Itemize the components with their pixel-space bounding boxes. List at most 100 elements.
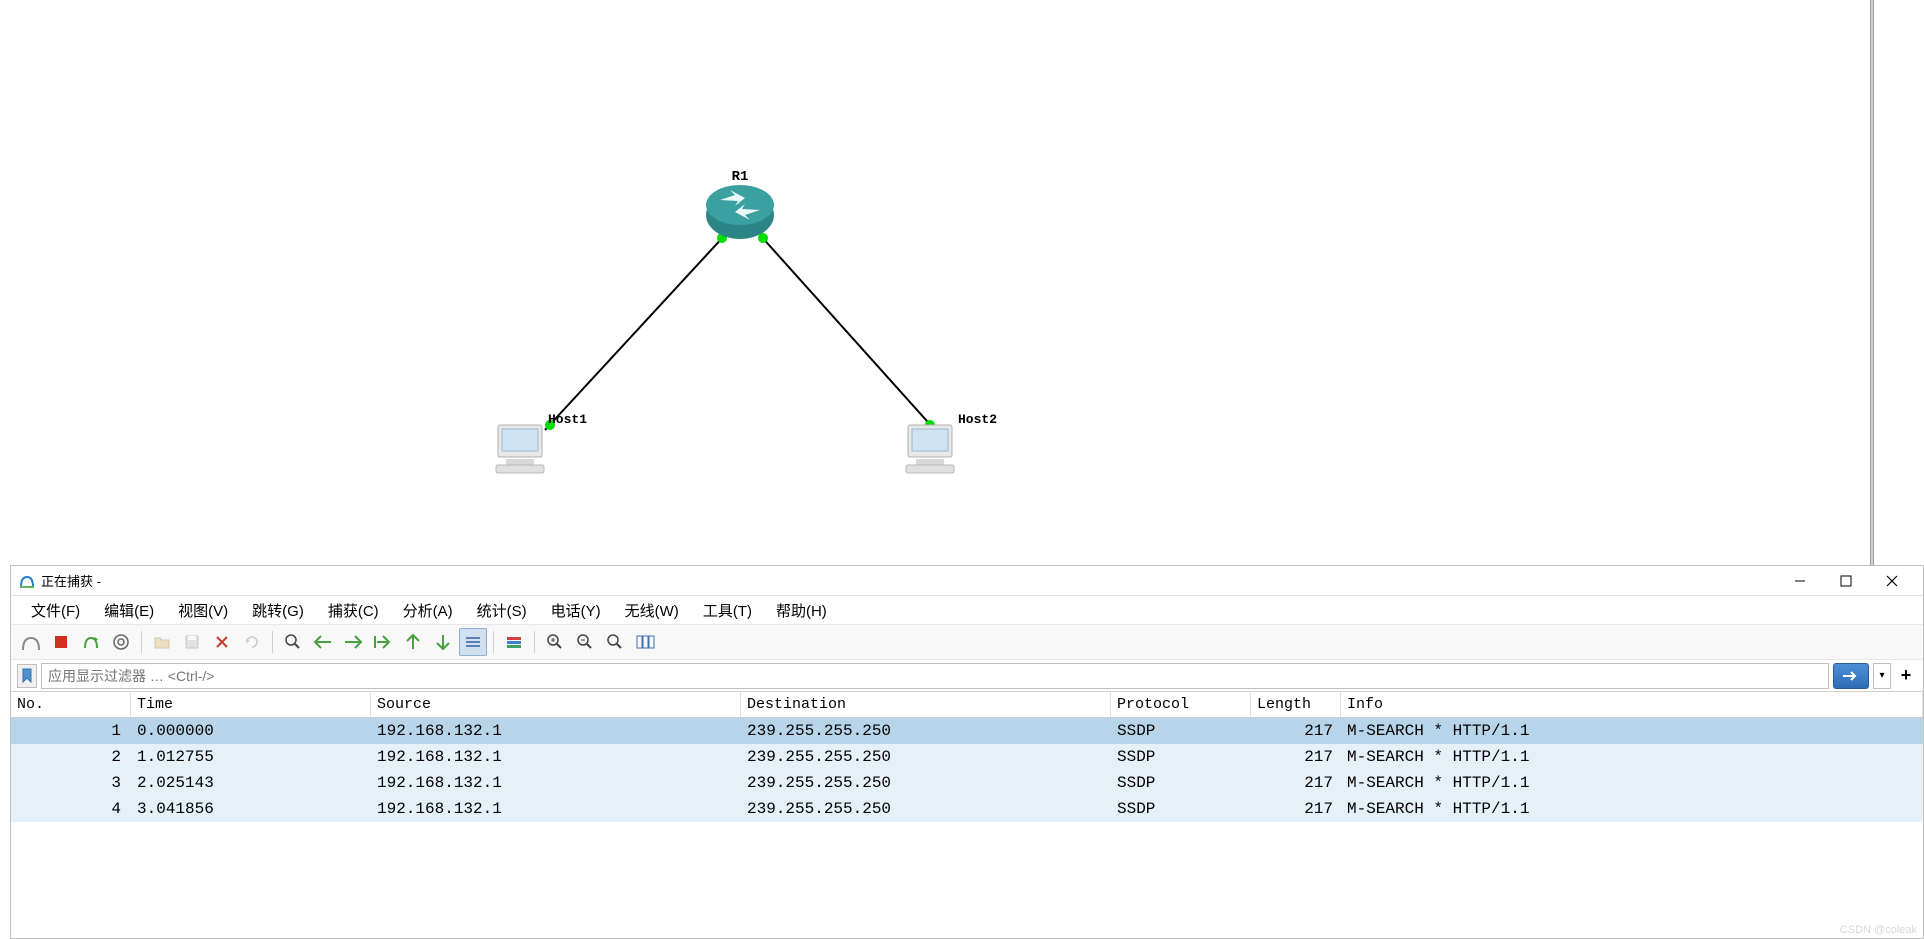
close-button[interactable] (1869, 567, 1915, 595)
link-r1-host1 (545, 235, 725, 430)
cell-length: 217 (1251, 796, 1341, 822)
cell-info: M-SEARCH * HTTP/1.1 (1341, 718, 1923, 744)
watermark: CSDN @coleak (1840, 924, 1917, 936)
menu-help[interactable]: 帮助(H) (764, 596, 839, 625)
open-file-button[interactable] (148, 628, 176, 656)
link-r1-host2 (760, 235, 935, 430)
cell-no: 4 (11, 796, 131, 822)
cell-length: 217 (1251, 770, 1341, 796)
wireshark-icon (19, 573, 35, 589)
close-file-button[interactable] (208, 628, 236, 656)
titlebar[interactable]: 正在捕获 - (11, 566, 1923, 596)
packet-list-header: No. Time Source Destination Protocol Len… (11, 692, 1923, 718)
cell-destination: 239.255.255.250 (741, 770, 1111, 796)
go-first-button[interactable] (399, 628, 427, 656)
go-back-button[interactable] (309, 628, 337, 656)
go-last-button[interactable] (429, 628, 457, 656)
toolbar-separator (141, 631, 142, 653)
filter-apply-button[interactable] (1833, 663, 1869, 689)
restart-capture-button[interactable] (77, 628, 105, 656)
window-title: 正在捕获 - (41, 571, 1777, 590)
cell-time: 2.025143 (131, 770, 371, 796)
auto-scroll-button[interactable] (459, 628, 487, 656)
col-header-no[interactable]: No. (11, 692, 131, 717)
reload-button[interactable] (238, 628, 266, 656)
cell-length: 217 (1251, 744, 1341, 770)
filter-history-dropdown[interactable]: ▾ (1873, 663, 1891, 689)
menu-statistics[interactable]: 统计(S) (465, 596, 539, 625)
zoom-reset-button[interactable] (601, 628, 629, 656)
cell-source: 192.168.132.1 (371, 744, 741, 770)
go-to-packet-button[interactable] (369, 628, 397, 656)
col-header-info[interactable]: Info (1341, 692, 1923, 717)
cell-destination: 239.255.255.250 (741, 744, 1111, 770)
cell-no: 1 (11, 718, 131, 744)
zoom-out-button[interactable] (571, 628, 599, 656)
topology-canvas[interactable]: R1 Host1 Host2 (0, 0, 1924, 565)
cell-time: 3.041856 (131, 796, 371, 822)
cell-time: 0.000000 (131, 718, 371, 744)
col-header-destination[interactable]: Destination (741, 692, 1111, 717)
pane-scrollbar[interactable] (1870, 0, 1874, 565)
capture-options-button[interactable] (107, 628, 135, 656)
menu-go[interactable]: 跳转(G) (240, 596, 316, 625)
colorize-button[interactable] (500, 628, 528, 656)
col-header-length[interactable]: Length (1251, 692, 1341, 717)
cell-info: M-SEARCH * HTTP/1.1 (1341, 744, 1923, 770)
menu-wireless[interactable]: 无线(W) (613, 596, 691, 625)
cell-protocol: SSDP (1111, 770, 1251, 796)
host1-icon[interactable] (496, 425, 544, 473)
filter-bookmark-button[interactable] (17, 664, 37, 688)
cell-destination: 239.255.255.250 (741, 796, 1111, 822)
zoom-in-button[interactable] (541, 628, 569, 656)
packet-row[interactable]: 43.041856192.168.132.1239.255.255.250SSD… (11, 796, 1923, 822)
display-filter-input[interactable] (41, 663, 1829, 689)
packet-row[interactable]: 21.012755192.168.132.1239.255.255.250SSD… (11, 744, 1923, 770)
col-header-protocol[interactable]: Protocol (1111, 692, 1251, 717)
menu-telephony[interactable]: 电话(Y) (539, 596, 613, 625)
packet-list: No. Time Source Destination Protocol Len… (11, 692, 1923, 822)
menu-analyze[interactable]: 分析(A) (391, 596, 465, 625)
host2-icon[interactable] (906, 425, 954, 473)
host1-label: Host1 (548, 412, 587, 427)
cell-info: M-SEARCH * HTTP/1.1 (1341, 770, 1923, 796)
stop-capture-button[interactable] (47, 628, 75, 656)
toolbar-separator (493, 631, 494, 653)
filter-bar: ▾ + (11, 660, 1923, 692)
resize-columns-button[interactable] (631, 628, 659, 656)
go-forward-button[interactable] (339, 628, 367, 656)
cell-source: 192.168.132.1 (371, 718, 741, 744)
cell-length: 217 (1251, 718, 1341, 744)
cell-no: 2 (11, 744, 131, 770)
start-capture-button[interactable] (17, 628, 45, 656)
col-header-time[interactable]: Time (131, 692, 371, 717)
router-icon[interactable] (706, 185, 774, 239)
maximize-button[interactable] (1823, 567, 1869, 595)
save-file-button[interactable] (178, 628, 206, 656)
cell-destination: 239.255.255.250 (741, 718, 1111, 744)
cell-protocol: SSDP (1111, 718, 1251, 744)
menubar: 文件(F) 编辑(E) 视图(V) 跳转(G) 捕获(C) 分析(A) 统计(S… (11, 596, 1923, 624)
cell-protocol: SSDP (1111, 796, 1251, 822)
topology-svg: R1 Host1 Host2 (0, 0, 1900, 565)
menu-edit[interactable]: 编辑(E) (92, 596, 166, 625)
wireshark-window: 正在捕获 - 文件(F) 编辑(E) 视图(V) 跳转(G) 捕获(C) 分析(… (10, 565, 1924, 939)
router-label: R1 (732, 169, 749, 185)
find-button[interactable] (279, 628, 307, 656)
menu-file[interactable]: 文件(F) (19, 596, 92, 625)
packet-row[interactable]: 32.025143192.168.132.1239.255.255.250SSD… (11, 770, 1923, 796)
cell-no: 3 (11, 770, 131, 796)
menu-view[interactable]: 视图(V) (166, 596, 240, 625)
minimize-button[interactable] (1777, 567, 1823, 595)
host2-label: Host2 (958, 412, 997, 427)
cell-source: 192.168.132.1 (371, 770, 741, 796)
filter-add-button[interactable]: + (1895, 663, 1917, 689)
toolbar-separator (534, 631, 535, 653)
menu-tools[interactable]: 工具(T) (691, 596, 764, 625)
col-header-source[interactable]: Source (371, 692, 741, 717)
cell-source: 192.168.132.1 (371, 796, 741, 822)
toolbar-separator (272, 631, 273, 653)
menu-capture[interactable]: 捕获(C) (316, 596, 391, 625)
toolbar (11, 624, 1923, 660)
packet-row[interactable]: 10.000000192.168.132.1239.255.255.250SSD… (11, 718, 1923, 744)
